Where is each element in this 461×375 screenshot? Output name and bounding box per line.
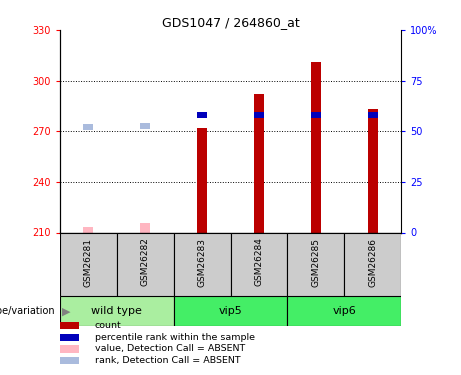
Text: GSM26282: GSM26282	[141, 238, 150, 286]
Title: GDS1047 / 264860_at: GDS1047 / 264860_at	[162, 16, 299, 29]
Bar	[60, 357, 79, 364]
Bar	[174, 232, 230, 296]
Text: GSM26286: GSM26286	[368, 238, 377, 286]
Bar	[60, 296, 174, 326]
Bar	[60, 333, 79, 341]
Bar	[287, 232, 344, 296]
Text: genotype/variation: genotype/variation	[0, 306, 55, 316]
Text: GSM26284: GSM26284	[254, 238, 263, 286]
Bar	[344, 232, 401, 296]
Bar	[140, 223, 150, 232]
Text: count: count	[95, 321, 121, 330]
Bar	[311, 112, 321, 118]
Bar	[60, 232, 117, 296]
Bar	[367, 112, 378, 118]
Bar	[174, 296, 287, 326]
Bar	[197, 112, 207, 118]
Bar	[140, 123, 150, 129]
Bar	[197, 128, 207, 232]
Text: percentile rank within the sample: percentile rank within the sample	[95, 333, 254, 342]
Bar	[367, 110, 378, 232]
Bar	[230, 232, 287, 296]
Bar	[311, 62, 321, 232]
Text: GSM26283: GSM26283	[198, 238, 207, 286]
Bar	[60, 322, 79, 329]
Text: vip6: vip6	[332, 306, 356, 316]
Text: wild type: wild type	[91, 306, 142, 316]
Bar	[60, 345, 79, 352]
Text: GSM26285: GSM26285	[311, 238, 320, 286]
Bar	[117, 232, 174, 296]
Bar	[254, 94, 264, 232]
Text: vip5: vip5	[219, 306, 242, 316]
Text: GSM26281: GSM26281	[84, 238, 93, 286]
Text: ▶: ▶	[62, 306, 71, 316]
Bar	[254, 112, 264, 118]
Text: value, Detection Call = ABSENT: value, Detection Call = ABSENT	[95, 344, 245, 353]
Bar	[83, 226, 94, 232]
Bar	[83, 124, 94, 130]
Text: rank, Detection Call = ABSENT: rank, Detection Call = ABSENT	[95, 356, 240, 365]
Bar	[287, 296, 401, 326]
